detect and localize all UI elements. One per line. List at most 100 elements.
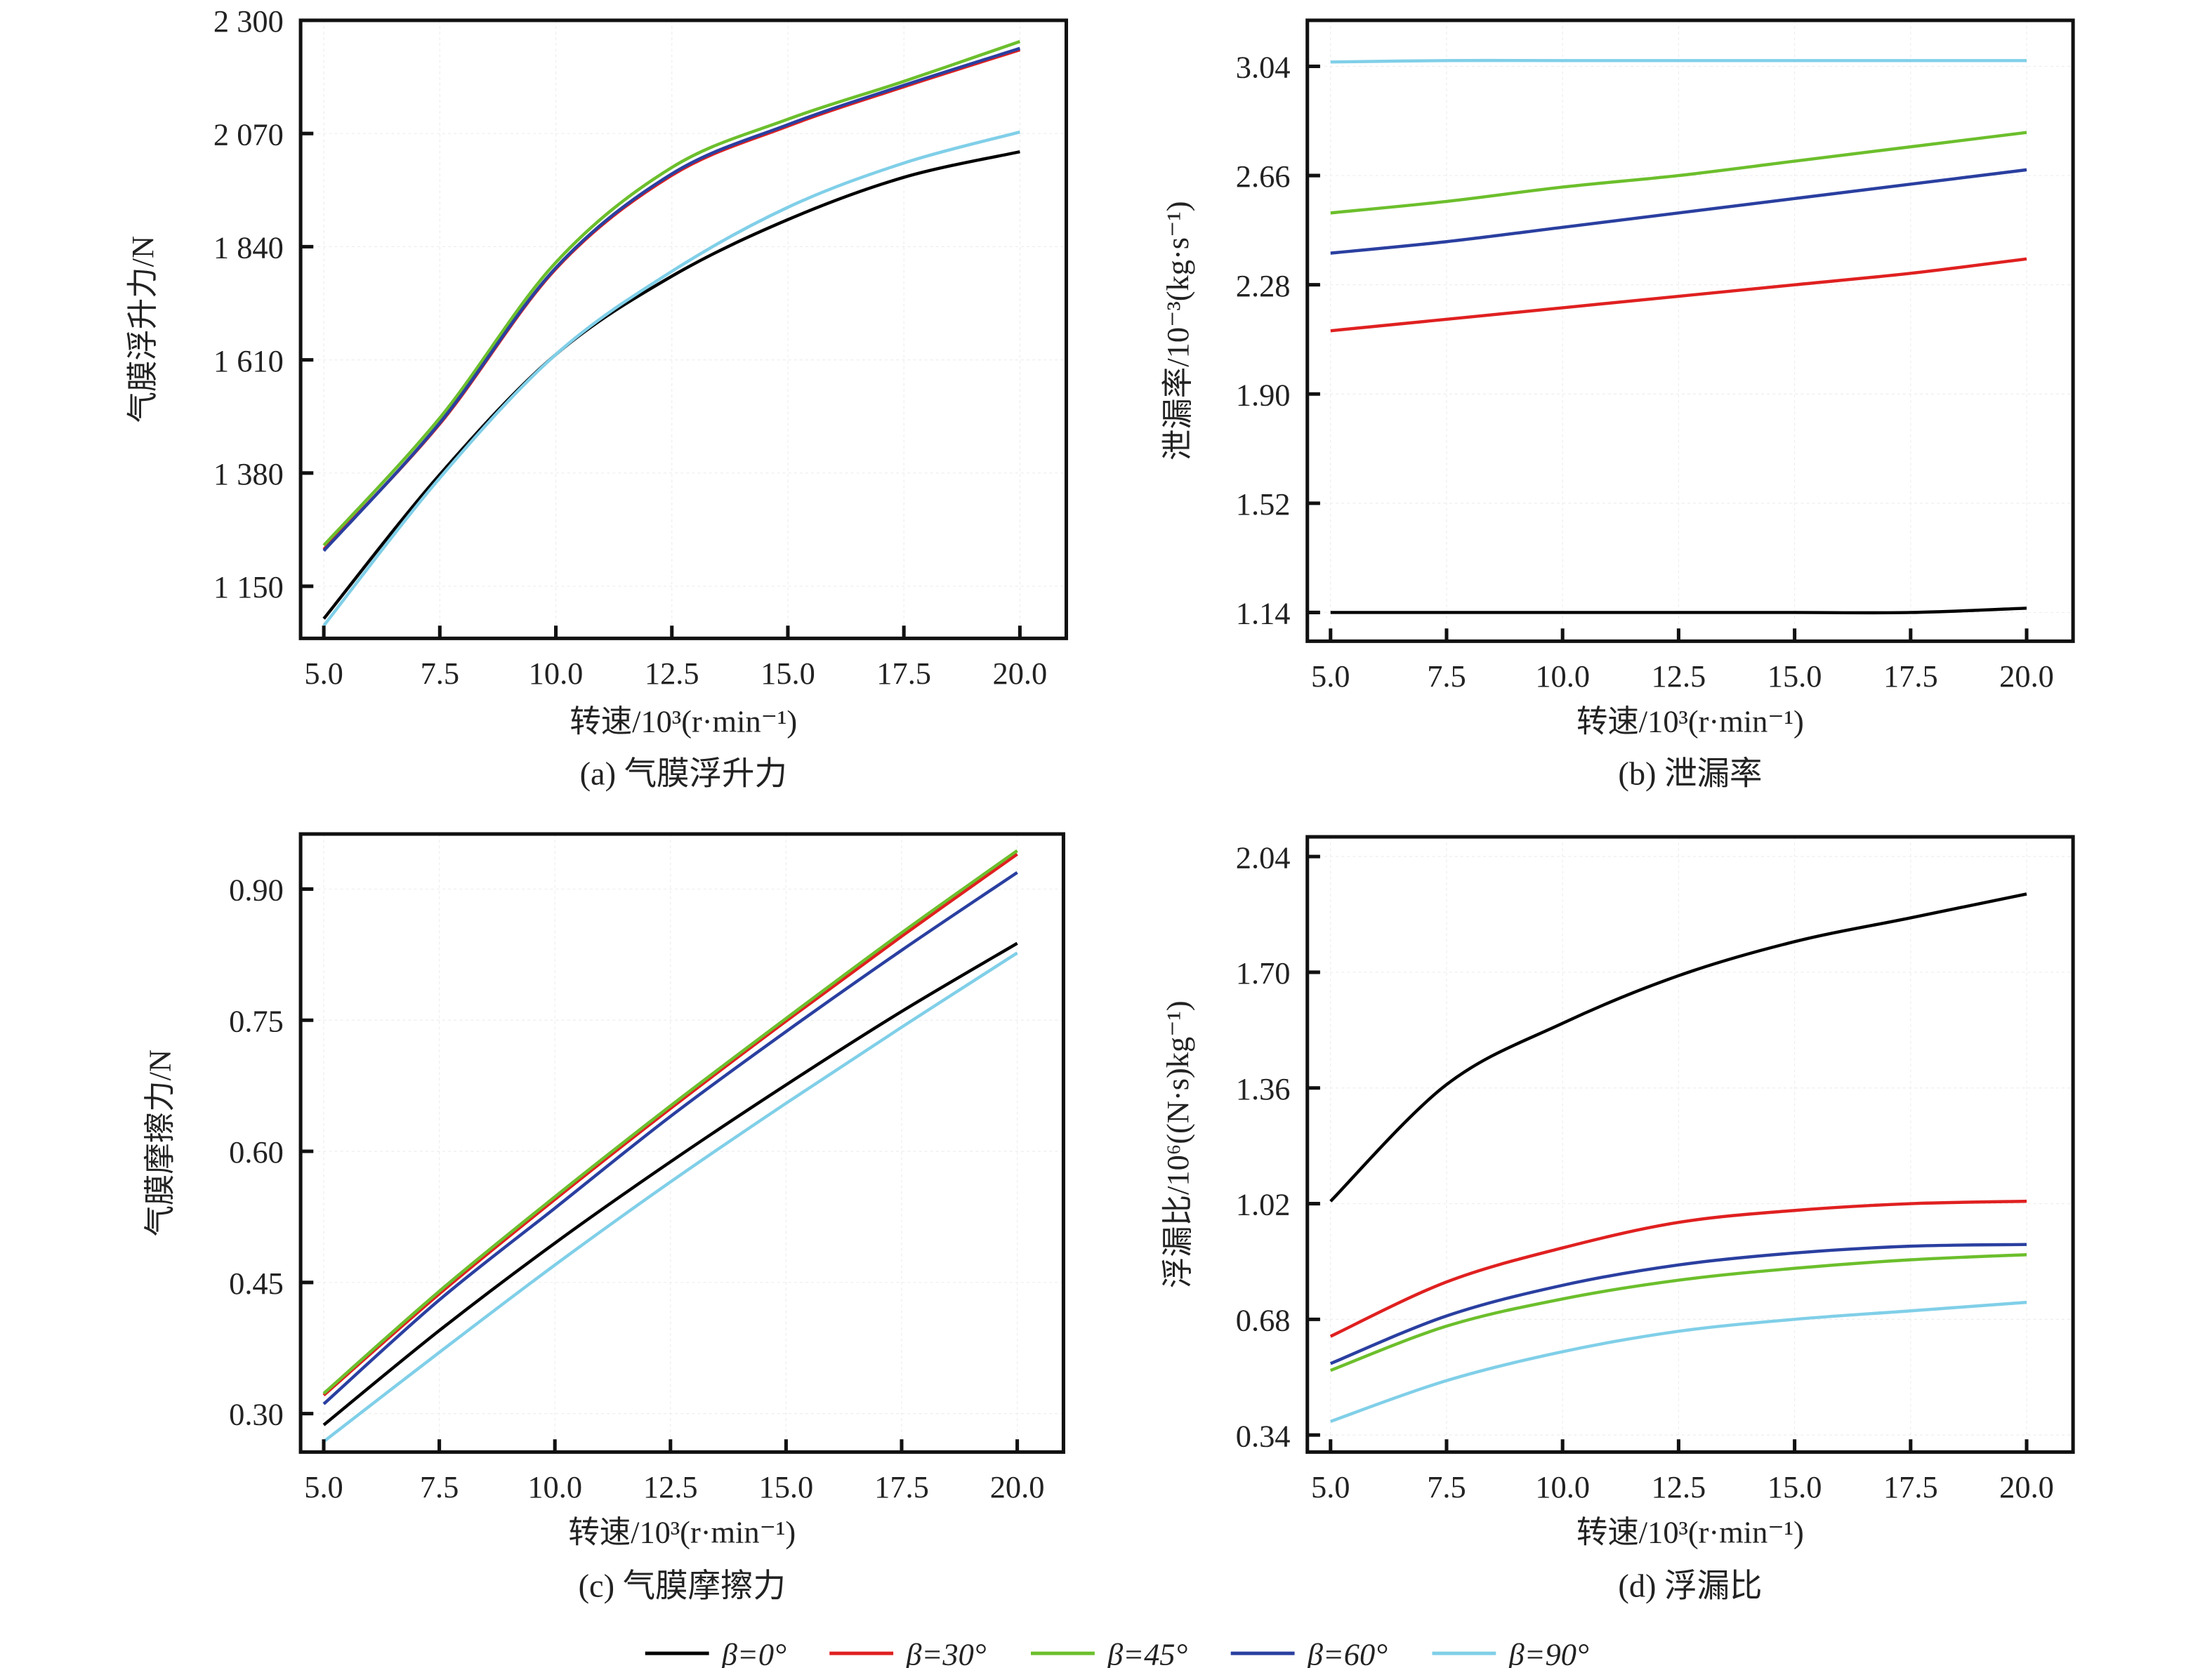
y-tick-label: 2.04 <box>1236 840 1291 875</box>
chart-panel-3: 5.0 7.5 10.0 12.5 15.0 17.5 20.0 0.34 0.68 1.02 1.… <box>1160 835 2075 1604</box>
series-line-β=0° <box>1330 607 2027 615</box>
y-tick-label: 0.60 <box>229 1134 284 1170</box>
legend-label: β=30° <box>905 1636 986 1668</box>
x-tick-label: 7.5 <box>420 1469 459 1504</box>
y-tick-label: 1 610 <box>213 343 284 378</box>
x-axis-label: 转速/10³(r·min⁻¹) <box>568 1515 796 1550</box>
legend-label: β=60° <box>1307 1636 1388 1668</box>
x-tick-label: 17.5 <box>1883 658 1938 694</box>
x-tick-label: 10.0 <box>529 656 584 691</box>
x-tick-label: 7.5 <box>421 656 460 691</box>
plot-frame <box>298 832 1065 1454</box>
y-tick-label: 0.45 <box>229 1266 284 1301</box>
x-tick-label: 15.0 <box>1767 1469 1822 1504</box>
y-axis-label: 浮漏比/10⁶((N·s)kg⁻¹) <box>1160 1000 1195 1288</box>
x-tick-label: 5.0 <box>1311 658 1350 694</box>
x-tick-label: 5.0 <box>1311 1469 1350 1504</box>
x-tick-label: 12.5 <box>643 1469 698 1504</box>
x-tick-label: 12.5 <box>1652 1469 1706 1504</box>
x-tick-label: 17.5 <box>876 656 931 691</box>
y-tick-label: 1 380 <box>213 456 284 491</box>
legend-item: β=90° <box>1432 1636 1589 1668</box>
y-tick-label: 1 150 <box>213 569 284 604</box>
legend-item: β=30° <box>829 1636 987 1668</box>
y-tick-label: 1.52 <box>1236 486 1291 522</box>
series-line-β=30° <box>1330 257 2027 333</box>
y-tick-label: 0.90 <box>229 873 284 908</box>
x-tick-label: 20.0 <box>1999 1469 2054 1504</box>
x-tick-label: 10.0 <box>1535 658 1590 694</box>
y-axis-label: 气膜摩擦力/N <box>142 1050 177 1236</box>
y-axis-label: 气膜浮升力/N <box>125 236 160 423</box>
series-line-β=0° <box>322 941 1018 1427</box>
legend-label: β=45° <box>1107 1636 1187 1668</box>
y-tick-label: 0.30 <box>229 1397 284 1432</box>
panel-caption: (b) 泄漏率 <box>1618 756 1762 792</box>
chart-panel-1: 5.0 7.5 10.0 12.5 15.0 17.5 20.0 1.14 1.52 1.90 2.… <box>1160 18 2075 792</box>
series-line-β=45° <box>1329 1253 2027 1372</box>
series-line-β=90° <box>322 130 1020 627</box>
x-tick-label: 15.0 <box>759 1469 814 1504</box>
x-axis-label: 转速/10³(r·min⁻¹) <box>1576 704 1804 739</box>
x-tick-label: 12.5 <box>1652 658 1706 694</box>
series-line-β=0° <box>322 150 1020 620</box>
plot-frame <box>1305 835 2075 1454</box>
legend-label: β=0° <box>721 1636 786 1668</box>
chart-panel-2: 5.0 7.5 10.0 12.5 15.0 17.5 20.0 0.30 0.45 0.60 0.… <box>142 832 1065 1604</box>
plot-frame <box>1305 18 2075 643</box>
x-tick-label: 15.0 <box>761 656 815 691</box>
y-tick-label: 0.68 <box>1236 1303 1291 1338</box>
series-line-β=60° <box>1330 168 2027 255</box>
x-tick-label: 20.0 <box>993 656 1048 691</box>
y-tick-label: 0.75 <box>229 1003 284 1038</box>
x-tick-label: 15.0 <box>1767 658 1822 694</box>
panel-caption: (c) 气膜摩擦力 <box>579 1568 786 1604</box>
y-tick-label: 1.02 <box>1236 1187 1291 1222</box>
y-tick-label: 0.34 <box>1236 1418 1291 1453</box>
x-tick-label: 7.5 <box>1427 658 1466 694</box>
legend-item: β=60° <box>1230 1636 1388 1668</box>
legend-item: β=45° <box>1030 1636 1188 1668</box>
y-axis-label: 泄漏率/10⁻³(kg·s⁻¹) <box>1160 201 1195 461</box>
x-tick-label: 20.0 <box>1999 658 2054 694</box>
legend: β=0° β=30° β=45° β=60° β=90° <box>645 1636 1589 1668</box>
series-line-β=45° <box>1330 131 2027 215</box>
x-axis-label: 转速/10³(r·min⁻¹) <box>1576 1515 1804 1550</box>
y-tick-label: 1.90 <box>1236 377 1291 412</box>
x-tick-label: 10.0 <box>527 1469 582 1504</box>
x-axis-label: 转速/10³(r·min⁻¹) <box>570 704 797 739</box>
series-line-β=90° <box>322 951 1018 1443</box>
series-line-β=45° <box>322 849 1018 1395</box>
x-tick-label: 5.0 <box>304 656 343 691</box>
y-tick-label: 2.66 <box>1236 159 1291 194</box>
x-tick-label: 17.5 <box>1883 1469 1938 1504</box>
series-line-β=60° <box>322 46 1021 552</box>
series-line-β=45° <box>322 40 1021 547</box>
series-line-β=30° <box>1329 1199 2027 1338</box>
series-line-β=30° <box>322 852 1018 1397</box>
y-tick-label: 2 300 <box>213 4 284 39</box>
series-line-β=60° <box>1329 1243 2027 1365</box>
chart-panel-0: 5.0 7.5 10.0 12.5 15.0 17.5 20.0 1 150 1 380 1 61… <box>125 4 1068 792</box>
x-tick-label: 10.0 <box>1535 1469 1590 1504</box>
y-tick-label: 2 070 <box>213 117 284 152</box>
x-tick-label: 5.0 <box>304 1469 343 1504</box>
legend-item: β=0° <box>645 1636 786 1668</box>
x-tick-label: 20.0 <box>990 1469 1045 1504</box>
plot-frame <box>298 18 1068 640</box>
legend-label: β=90° <box>1508 1636 1588 1668</box>
panel-caption: (d) 浮漏比 <box>1618 1568 1762 1604</box>
y-tick-label: 1 840 <box>213 230 284 265</box>
series-line-β=90° <box>1330 58 2027 64</box>
panel-caption: (a) 气膜浮升力 <box>580 756 787 792</box>
x-tick-label: 12.5 <box>645 656 699 691</box>
series-line-β=0° <box>1329 892 2027 1203</box>
x-tick-label: 7.5 <box>1427 1469 1466 1504</box>
series-line-β=90° <box>1330 1300 2027 1423</box>
y-tick-label: 3.04 <box>1236 50 1291 85</box>
x-tick-label: 17.5 <box>874 1469 929 1504</box>
y-tick-label: 1.14 <box>1236 596 1291 631</box>
y-tick-label: 1.36 <box>1236 1071 1291 1106</box>
series-line-β=60° <box>322 871 1018 1405</box>
